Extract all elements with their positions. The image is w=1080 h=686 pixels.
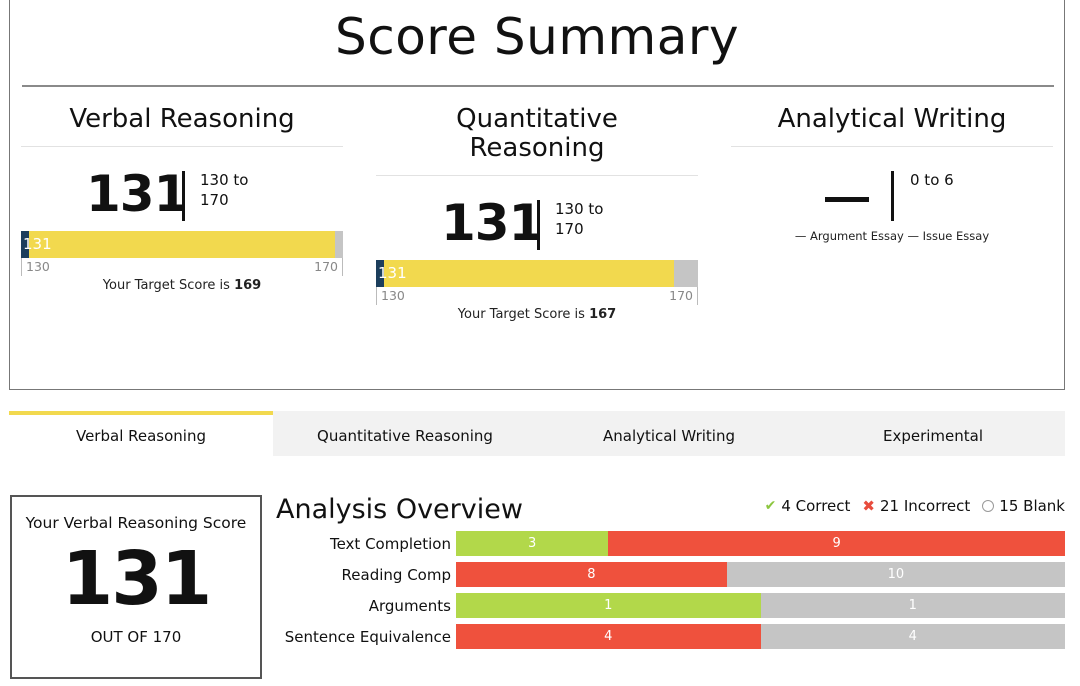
quant-score: 131 — [441, 194, 543, 252]
title-divider — [22, 85, 1054, 87]
correct-segment: 1 — [456, 593, 761, 618]
target-score: Your Target Score is 169 — [102, 278, 262, 293]
target-score: Your Target Score is 167 — [457, 307, 617, 322]
page-title: Score Summary — [334, 8, 740, 66]
stacked-bar: 1 1 — [456, 593, 1065, 618]
analysis-rows: Text Completion 3 9 Reading Comp 8 10 Ar… — [276, 531, 1065, 655]
analysis-row-arguments: Arguments 1 1 — [276, 593, 1065, 618]
tab-analytical-writing[interactable]: Analytical Writing — [603, 426, 735, 445]
score-range: 0 to 6 — [910, 171, 954, 189]
analysis-row-reading-comp: Reading Comp 8 10 — [276, 562, 1065, 587]
incorrect-segment: 9 — [608, 531, 1065, 556]
essay-scores: — Argument Essay — Issue Essay — [794, 229, 990, 243]
blank-segment: 10 — [726, 562, 1065, 587]
stacked-bar: 3 9 — [456, 531, 1065, 556]
score-card-out-of: OUT OF 170 — [90, 628, 182, 646]
bar-score-label: 131 — [378, 264, 407, 282]
analysis-row-sentence-equivalence: Sentence Equivalence 4 4 — [276, 624, 1065, 649]
section-title: Analytical Writing — [731, 105, 1053, 147]
stacked-bar: 4 4 — [456, 624, 1065, 649]
writing-score-empty — [825, 197, 869, 202]
verbal-score: 131 — [86, 165, 188, 223]
legend-incorrect: ✖ 21 Incorrect — [862, 497, 971, 515]
stacked-bar: 8 10 — [456, 562, 1065, 587]
verbal-reasoning-section: Verbal Reasoning 131 130 to 170 131 130 … — [21, 105, 343, 293]
target-fill — [376, 260, 674, 287]
analytical-writing-section: Analytical Writing 0 to 6 — Argument Ess… — [731, 105, 1053, 243]
score-range: 130 to 170 — [200, 171, 249, 209]
analysis-title: Analysis Overview — [276, 494, 523, 525]
score-divider — [891, 171, 894, 221]
verbal-score-card: Your Verbal Reasoning Score 131 OUT OF 1… — [10, 495, 262, 679]
quantitative-reasoning-section: Quantitative Reasoning 131 130 to 170 13… — [376, 105, 698, 322]
circle-icon — [982, 500, 995, 512]
verbal-score-bar: 131 — [21, 231, 343, 258]
current-score-marker — [21, 231, 29, 258]
analysis-row-text-completion: Text Completion 3 9 — [276, 531, 1065, 556]
score-divider — [182, 171, 185, 221]
score-axis: 130 170 — [21, 258, 343, 276]
target-fill — [21, 231, 335, 258]
score-divider — [537, 200, 540, 250]
section-title: Quantitative Reasoning — [376, 105, 698, 176]
tab-quantitative-reasoning[interactable]: Quantitative Reasoning — [317, 426, 493, 445]
incorrect-segment: 4 — [456, 624, 761, 649]
tab-verbal-reasoning[interactable]: Verbal Reasoning — [9, 411, 273, 456]
analysis-legend: ✔ 4 Correct ✖ 21 Incorrect 15 Blank — [765, 497, 1065, 515]
score-card-value: 131 — [61, 536, 212, 622]
tab-experimental[interactable]: Experimental — [882, 426, 984, 445]
bar-score-label: 131 — [23, 235, 52, 253]
score-axis: 130 170 — [376, 287, 698, 305]
current-score-marker — [376, 260, 384, 287]
score-card-label: Your Verbal Reasoning Score — [25, 514, 247, 532]
score-summary-panel: Score Summary — [9, 0, 1065, 390]
incorrect-segment: 8 — [456, 562, 727, 587]
blank-segment: 4 — [760, 624, 1065, 649]
legend-blank: 15 Blank — [982, 497, 1065, 515]
x-icon: ✖ — [862, 497, 875, 515]
section-tabs: Verbal Reasoning Quantitative Reasoning … — [9, 411, 1065, 456]
blank-segment: 1 — [760, 593, 1065, 618]
quant-score-bar: 131 — [376, 260, 698, 287]
check-icon: ✔ — [764, 498, 777, 514]
section-title: Verbal Reasoning — [21, 105, 343, 147]
score-range: 130 to 170 — [555, 200, 604, 238]
correct-segment: 3 — [456, 531, 609, 556]
legend-correct: ✔ 4 Correct — [764, 497, 851, 515]
